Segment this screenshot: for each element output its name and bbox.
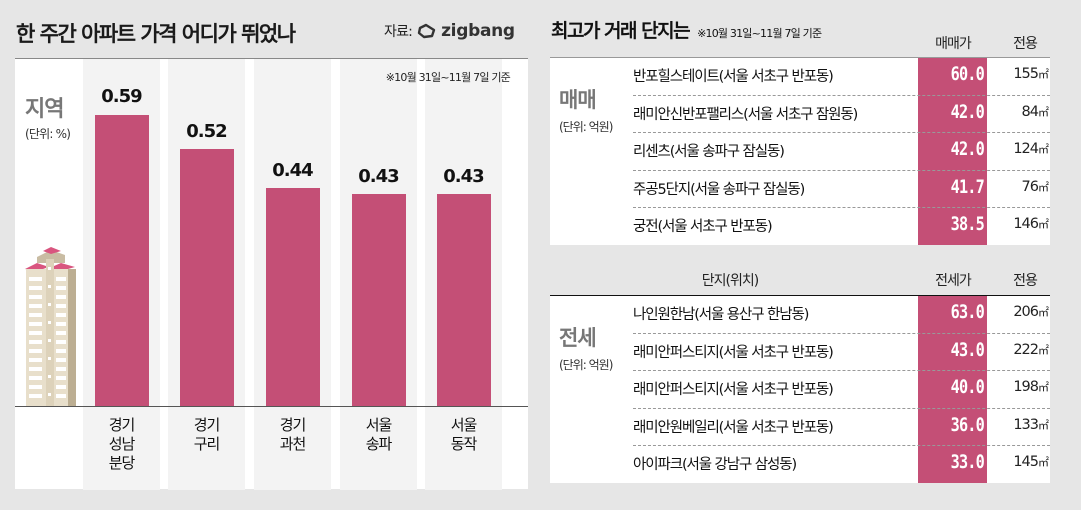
area-value: 133㎡	[1013, 416, 1049, 433]
area-value: 84㎡	[1021, 103, 1049, 120]
price-column-highlight	[918, 296, 987, 483]
table-row: 아이파크(서울 강남구 삼성동) 33.0 145㎡	[633, 446, 1050, 484]
area-value: 222㎡	[1013, 341, 1049, 358]
jeonse-price: 40.0	[950, 376, 985, 399]
bar-songpa	[352, 194, 406, 406]
zigbang-logo-icon	[417, 23, 437, 39]
table-row: 주공5단지(서울 송파구 잠실동) 41.7 76㎡	[633, 171, 1050, 209]
sale-price: 42.0	[950, 100, 985, 123]
area-value: 206㎡	[1013, 304, 1049, 320]
bar-chart: ※10월 31일~11월 7일 기준 지역 (단위: %)	[15, 58, 528, 490]
sale-price-header: 매매가	[935, 36, 972, 52]
table-row: 래미안원베일리(서울 서초구 반포동) 36.0 133㎡	[633, 409, 1050, 447]
sale-price: 38.5	[950, 213, 985, 236]
bar-value-label: 0.43	[443, 166, 484, 187]
complex-name: 반포힐스테이트(서울 서초구 반포동)	[633, 69, 834, 85]
bar-value-label: 0.59	[101, 86, 142, 107]
table-row: 나인원한남(서울 용산구 한남동) 63.0 206㎡	[633, 296, 1050, 334]
bar-value-label: 0.52	[186, 121, 227, 142]
sale-price: 60.0	[950, 63, 985, 85]
complex-name: 주공5단지(서울 송파구 잠실동)	[633, 181, 805, 198]
jeonse-price: 36.0	[950, 413, 985, 436]
table-row: 리센츠(서울 송파구 잠실동) 42.0 124㎡	[633, 133, 1050, 171]
complex-header: 단지(위치)	[701, 273, 759, 289]
source-brand: zigbang	[441, 21, 515, 41]
complex-name: 래미안신반포팰리스(서울 서초구 잠원동)	[633, 106, 858, 123]
complex-name: 래미안퍼스티지(서울 서초구 반포동)	[633, 382, 834, 399]
bar-value-label: 0.44	[272, 160, 313, 181]
category-label: 경기 과천	[279, 416, 307, 453]
sale-area-header: 전용	[1013, 36, 1038, 52]
table-row: 래미안신반포팰리스(서울 서초구 잠원동) 42.0 84㎡	[633, 96, 1050, 134]
complex-name: 궁전(서울 서초구 반포동)	[633, 219, 773, 236]
source-label: 자료:	[384, 24, 413, 40]
date-note: ※10월 31일~11월 7일 기준	[385, 71, 511, 84]
area-value: 76㎡	[1021, 178, 1049, 195]
x-axis-line	[15, 406, 528, 407]
sale-table: 매매 (단위: 억원) 반포힐스테이트(서울 서초구 반포동) 60.0 155…	[550, 57, 1050, 245]
chart-title: 한 주간 아파트 가격 어디가 뛰었나	[16, 22, 296, 46]
jeonse-table: 전세 (단위: 억원) 나인원한남(서울 용산구 한남동) 63.0 206㎡ …	[550, 295, 1050, 483]
area-value: 155㎡	[1013, 66, 1049, 82]
table-row: 반포힐스테이트(서울 서초구 반포동) 60.0 155㎡	[633, 58, 1050, 96]
category-label: 경기 구리	[193, 416, 221, 453]
area-value: 198㎡	[1013, 379, 1049, 396]
apartment-building-icon	[25, 247, 76, 406]
sale-section-label: 매매	[559, 88, 597, 112]
bar-value-label: 0.43	[358, 166, 399, 187]
area-value: 145㎡	[1013, 454, 1049, 471]
table-row: 래미안퍼스티지(서울 서초구 반포동) 40.0 198㎡	[633, 371, 1050, 409]
area-value: 146㎡	[1013, 216, 1049, 233]
area-value: 124㎡	[1013, 141, 1049, 158]
jeonse-price: 43.0	[950, 338, 985, 361]
category-label: 서울 동작	[450, 416, 478, 453]
jeonse-area-header: 전용	[1013, 273, 1038, 289]
bar-guri	[180, 149, 234, 406]
sale-price: 42.0	[950, 138, 985, 161]
complex-name: 래미안퍼스티지(서울 서초구 반포동)	[633, 344, 834, 361]
table-title-text: 최고가 거래 단지는	[551, 20, 691, 42]
category-label: 서울 송파	[365, 416, 393, 453]
complex-name: 래미안원베일리(서울 서초구 반포동)	[633, 419, 834, 436]
jeonse-price-header: 전세가	[935, 273, 972, 289]
price-column-highlight	[918, 58, 987, 245]
table-date-note: ※10월 31일~11월 7일 기준	[697, 27, 822, 40]
jeonse-price: 63.0	[950, 301, 985, 323]
axis-label-region: 지역	[25, 97, 64, 122]
category-label: 경기 성남 분당	[108, 416, 136, 472]
jeonse-unit-label: (단위: 억원)	[559, 358, 613, 372]
sale-price: 41.7	[950, 175, 985, 198]
bar-dongjak	[437, 194, 491, 406]
jeonse-section-label: 전세	[559, 326, 597, 350]
table-row: 래미안퍼스티지(서울 서초구 반포동) 43.0 222㎡	[633, 334, 1050, 372]
bar-gwacheon	[266, 188, 320, 406]
source-credit: 자료: zigbang	[384, 21, 515, 41]
table-title: 최고가 거래 단지는 ※10월 31일~11월 7일 기준	[551, 16, 822, 43]
complex-name: 리센츠(서울 송파구 잠실동)	[633, 144, 785, 161]
complex-name: 나인원한남(서울 용산구 한남동)	[633, 307, 809, 323]
jeonse-price: 33.0	[950, 451, 985, 474]
complex-name: 아이파크(서울 강남구 삼성동)	[633, 457, 797, 474]
sale-unit-label: (단위: 억원)	[559, 120, 613, 134]
table-row: 궁전(서울 서초구 반포동) 38.5 146㎡	[633, 208, 1050, 246]
bar-seongnam-bundang	[95, 115, 149, 406]
unit-label: (단위: %)	[25, 127, 71, 141]
